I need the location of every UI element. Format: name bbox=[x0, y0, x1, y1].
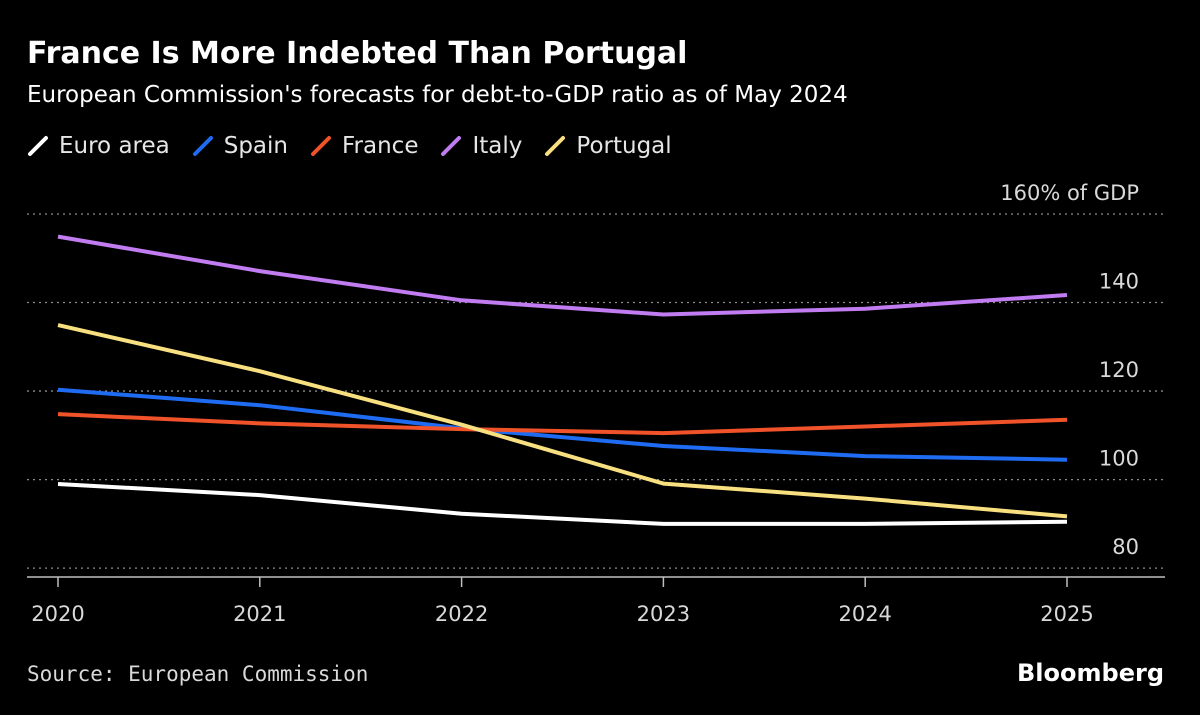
bloomberg-logo: Bloomberg bbox=[1017, 659, 1164, 687]
chart-title: France Is More Indebted Than Portugal bbox=[27, 36, 688, 71]
legend-item-italy: Italy bbox=[440, 133, 522, 159]
legend-label-italy: Italy bbox=[472, 133, 523, 159]
legend-item-portugal: Portugal bbox=[544, 133, 672, 159]
legend-swatch-euro-area bbox=[28, 136, 48, 156]
x-tick-label: 2022 bbox=[435, 602, 488, 626]
series-line-spain bbox=[57, 387, 1068, 462]
legend-label-france: France bbox=[342, 133, 419, 159]
legend-label-portugal: Portugal bbox=[576, 133, 672, 159]
series-line-portugal bbox=[57, 323, 1068, 519]
x-tick-label: 2025 bbox=[1040, 602, 1093, 626]
legend-item-euro-area: Euro area bbox=[27, 133, 170, 159]
legend-item-spain: Spain bbox=[192, 133, 288, 159]
x-tick-label: 2021 bbox=[233, 602, 286, 626]
x-tick-label: 2020 bbox=[31, 602, 84, 626]
x-tick-label: 2023 bbox=[637, 602, 690, 626]
legend-label-euro-area: Euro area bbox=[59, 133, 170, 159]
series-line-euro-area bbox=[57, 482, 1068, 526]
legend-item-france: France bbox=[310, 133, 418, 159]
legend-swatch-france bbox=[311, 136, 331, 156]
chart-subtitle: European Commission's forecasts for debt… bbox=[27, 82, 848, 108]
series-line-france bbox=[57, 412, 1068, 436]
legend-swatch-spain bbox=[192, 136, 213, 156]
y-tick-label: 80 bbox=[1112, 535, 1139, 559]
y-tick-label: 140 bbox=[1099, 270, 1139, 294]
legend-swatch-italy bbox=[441, 136, 462, 156]
source-note: Source: European Commission bbox=[27, 662, 369, 686]
legend: Euro area Spain France Italy Portugal bbox=[27, 130, 694, 162]
legend-swatch-portugal bbox=[545, 136, 566, 156]
x-tick-label: 2024 bbox=[838, 602, 891, 626]
series-line-italy bbox=[57, 234, 1068, 317]
y-tick-label: 100 bbox=[1099, 447, 1139, 471]
y-tick-label: 120 bbox=[1099, 358, 1139, 382]
y-tick-label: 160% of GDP bbox=[1000, 181, 1139, 205]
legend-label-spain: Spain bbox=[223, 133, 288, 159]
